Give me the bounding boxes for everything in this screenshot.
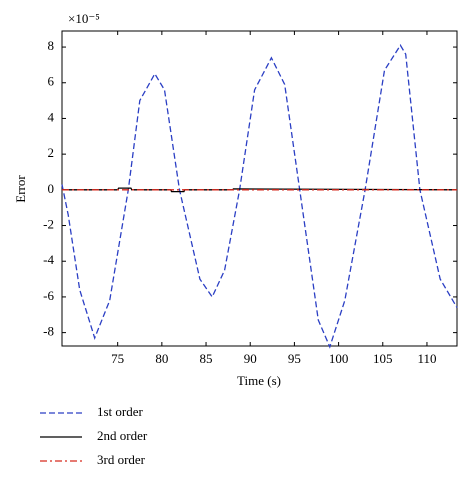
y-tick-label: -6: [43, 288, 54, 303]
x-tick-label: 110: [417, 351, 436, 366]
x-tick-label: 90: [244, 351, 257, 366]
legend-label: 1st order: [97, 404, 144, 419]
x-tick-label: 85: [200, 351, 213, 366]
y-scale-label: ×10⁻⁵: [68, 11, 100, 26]
y-tick-label: 8: [48, 38, 55, 53]
y-tick-label: -2: [43, 217, 54, 232]
x-tick-label: 100: [329, 351, 349, 366]
x-tick-label: 95: [288, 351, 301, 366]
y-tick-label: -4: [43, 252, 54, 267]
y-tick-label: 2: [48, 145, 55, 160]
legend-label: 3rd order: [97, 452, 146, 467]
legend-label: 2nd order: [97, 428, 148, 443]
x-tick-label: 80: [155, 351, 168, 366]
y-axis-label: Error: [13, 175, 28, 203]
series-line: [61, 44, 458, 349]
y-tick-label: 0: [48, 181, 55, 196]
y-tick-label: -8: [43, 324, 54, 339]
plot-frame: [61, 30, 458, 347]
y-tick-label: 6: [48, 74, 55, 89]
x-axis-label: Time (s): [237, 373, 281, 388]
y-tick-label: 4: [48, 109, 55, 124]
x-tick-label: 75: [111, 351, 124, 366]
x-tick-label: 105: [373, 351, 393, 366]
